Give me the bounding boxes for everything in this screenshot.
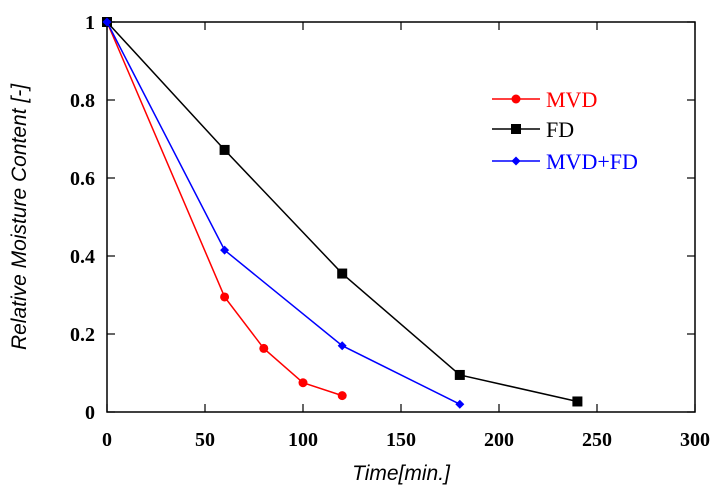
data-point-mvd [220,292,230,302]
x-tick-label: 100 [288,429,318,451]
y-tick-label: 0 [85,402,95,424]
x-axis-title: Time[min.] [352,462,451,485]
y-tick-label: 0.4 [70,246,95,268]
data-point-mvd-fd [337,341,347,351]
data-point-fd [454,369,465,380]
x-tick-label: 300 [680,429,710,451]
x-tick-label: 150 [386,429,416,451]
data-point-fd [337,268,348,279]
data-point-mvd [259,343,269,353]
legend-item-mvd-fd: MVD+FD [492,149,638,174]
legend-marker-fd [511,124,521,134]
data-point-mvd [337,391,347,401]
legend-item-fd: FD [492,117,574,142]
y-tick-label: 0.8 [70,90,95,112]
legend-marker-mvd-fd [511,156,521,166]
series-mvd [102,17,347,401]
data-point-mvd [298,378,308,388]
x-tick-label: 250 [582,429,612,451]
data-point-fd [572,396,583,407]
data-point-mvd-fd [102,17,112,27]
x-tick-label: 50 [195,429,215,451]
legend-label-fd: FD [546,117,574,142]
plot-frame [106,21,696,413]
legend-label-mvd-fd: MVD+FD [546,149,638,174]
data-point-mvd-fd [220,245,230,255]
legend-marker-mvd [511,94,521,104]
series-line-mvd-fd [106,21,461,405]
ticks-group: 0 50 100 150 200 250 300 0 0.2 0.4 0.6 0.8 1 [70,12,710,451]
series-group [102,17,583,409]
legend-label-mvd: MVD [546,87,597,112]
y-tick-label: 1 [85,12,95,34]
series-line-mvd [106,21,343,397]
series-mvd-fd [102,17,465,409]
x-tick-label: 0 [102,429,112,451]
y-axis-title: Relative Moisture Content [-] [8,83,31,350]
legend-item-mvd: MVD [492,87,597,112]
y-tick-label: 0.6 [70,168,95,190]
data-point-fd [219,144,230,155]
legend: MVD FD MVD+FD [492,87,638,174]
data-point-mvd-fd [455,399,465,409]
y-tick-label: 0.2 [70,324,95,346]
x-tick-label: 200 [484,429,514,451]
